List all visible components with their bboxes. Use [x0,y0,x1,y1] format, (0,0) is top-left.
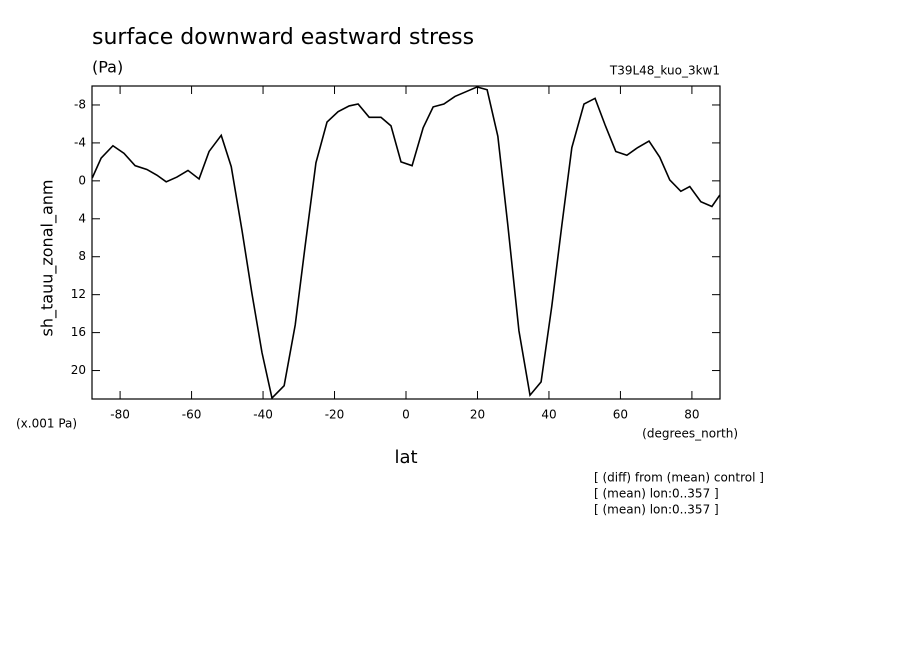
y-tick-label: -8 [74,97,86,111]
data-line [91,86,721,400]
units: (Pa) [92,58,123,77]
x-units: (degrees_north) [642,427,738,441]
x-tick-label: -40 [253,408,273,422]
x-tick-label: 0 [402,408,410,422]
x-tick-label: -20 [325,408,345,422]
y-tick-label: -4 [74,135,86,149]
dataset: T39L48_kuo_3kw1 [609,64,720,78]
x-tick-label: 80 [684,408,699,422]
note: [ (diff) from (mean) control ] [594,471,764,485]
plot-frame [91,85,721,400]
y-tick-label: 8 [78,249,86,263]
chart-title: surface downward eastward stress [92,25,474,50]
x-tick-label: 40 [541,408,556,422]
y-units: (x.001 Pa) [16,417,77,431]
x-tick-label: 60 [613,408,628,422]
y-tick-label: 0 [78,173,86,187]
x-tick-label: -60 [182,408,202,422]
y-tick-label: 20 [71,363,86,377]
y-axis-label: sh_tauu_zonal_anm [38,180,58,337]
note: [ (mean) lon:0..357 ] [594,487,719,501]
y-tick-label: 16 [71,325,86,339]
x-tick-label: 20 [470,408,485,422]
x-tick-label: -80 [110,408,130,422]
x-axis-label: lat [394,447,417,468]
y-tick-label: 12 [71,287,86,301]
y-tick-label: 4 [78,211,86,225]
note: [ (mean) lon:0..357 ] [594,503,719,517]
